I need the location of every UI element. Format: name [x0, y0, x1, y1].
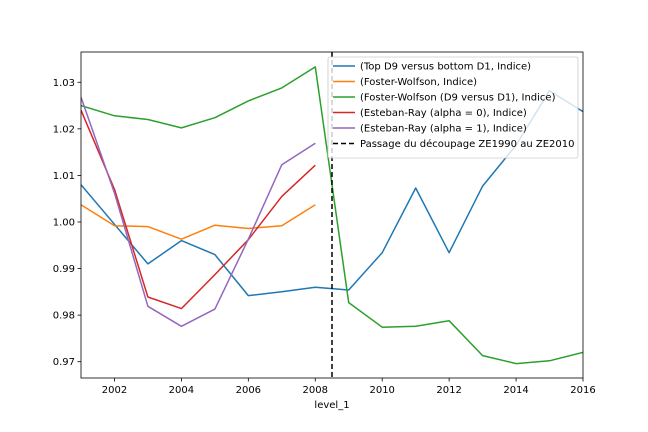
y-tick-label: 0.97	[53, 357, 75, 368]
legend-label: (Esteban-Ray (alpha = 0), Indice)	[360, 108, 527, 119]
legend-label: (Foster-Wolfson (D9 versus D1), Indice)	[360, 93, 556, 104]
legend-label: (Esteban-Ray (alpha = 1), Indice)	[360, 124, 527, 135]
legend-label: (Top D9 versus bottom D1, Indice)	[360, 62, 531, 73]
series-line-2	[81, 204, 316, 240]
y-tick-label: 0.99	[53, 264, 75, 275]
legend-box	[327, 56, 579, 159]
series-line-4	[81, 109, 316, 310]
x-tick-label: 2016	[570, 385, 595, 396]
x-tick-label: 2012	[436, 385, 461, 396]
y-tick-label: 0.98	[53, 311, 75, 322]
legend-label: (Foster-Wolfson, Indice)	[360, 77, 477, 88]
x-axis: 2002 2004 2006 2008 2010 2012 2014 2016	[102, 378, 596, 396]
legend: (Top D9 versus bottom D1, Indice) (Foster…	[327, 56, 579, 159]
x-tick-label: 2008	[303, 385, 328, 396]
legend-label: Passage du découpage ZE1990 au ZE2010	[360, 138, 574, 150]
plot-frame	[80, 51, 584, 379]
y-tick-label: 1.02	[53, 124, 75, 135]
x-tick-label: 2002	[102, 385, 127, 396]
y-tick-label: 1.00	[53, 217, 75, 228]
x-tick-label: 2006	[236, 385, 261, 396]
series-line-5	[81, 96, 316, 328]
x-tick-label: 2010	[369, 385, 394, 396]
x-tick-label: 2004	[169, 385, 194, 396]
y-tick-label: 1.03	[53, 78, 75, 89]
x-axis-label: level_1	[314, 400, 349, 411]
plot-lines	[81, 52, 583, 378]
y-tick-label: 1.01	[53, 171, 75, 182]
x-tick-label: 2014	[503, 385, 528, 396]
y-axis: 0.97 0.98 0.99 1.00 1.01 1.02 1.03	[53, 78, 81, 368]
